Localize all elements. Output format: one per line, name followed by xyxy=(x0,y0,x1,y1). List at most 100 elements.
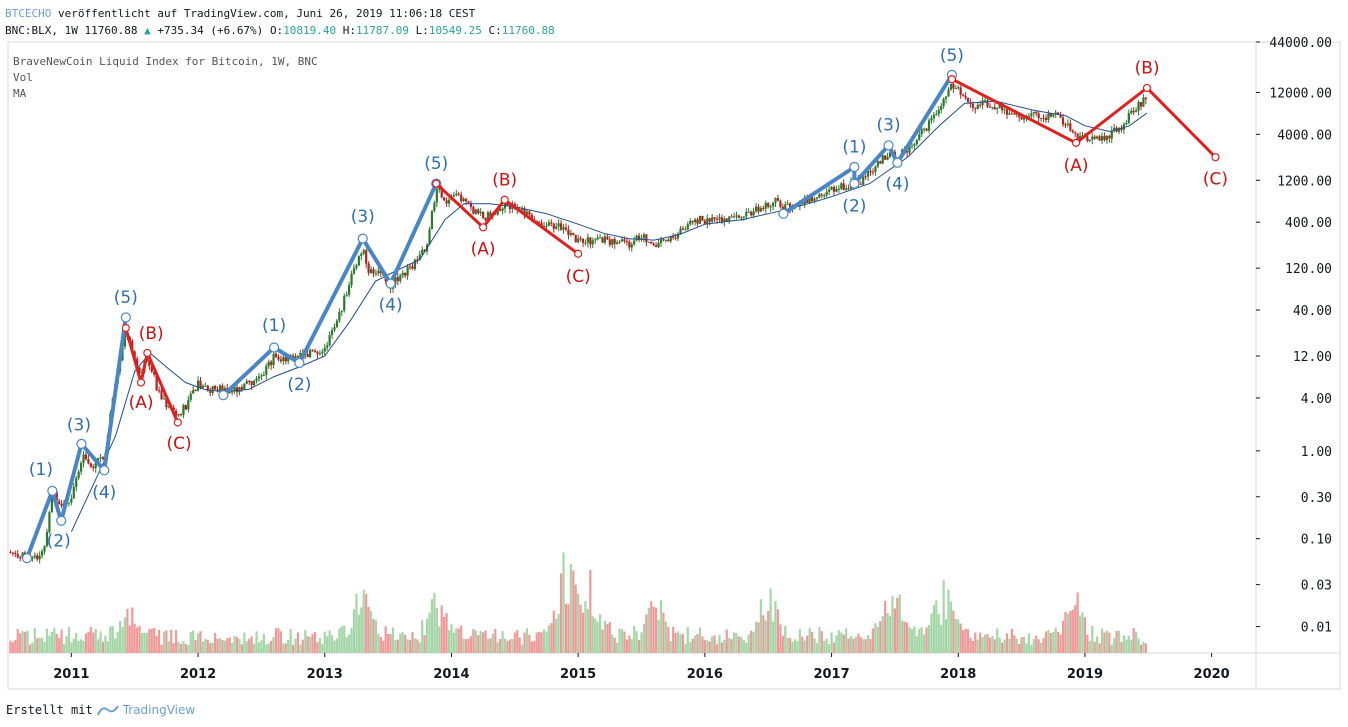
candle-body xyxy=(996,108,999,110)
volume-bar xyxy=(279,631,282,653)
volume-bar xyxy=(428,612,431,653)
volume-bar xyxy=(1142,641,1145,653)
volume-bar xyxy=(862,639,865,653)
candle-body xyxy=(930,118,933,121)
candle-body xyxy=(394,277,397,285)
volume-bar xyxy=(1132,627,1135,653)
published-text: veröffentlicht auf TradingView.com, Juni… xyxy=(57,7,476,20)
volume-bar xyxy=(211,642,214,653)
wave-label: (3) xyxy=(351,207,375,227)
volume-bar xyxy=(847,638,850,653)
volume-bar xyxy=(387,634,390,653)
volume-bar xyxy=(309,636,312,653)
volume-bar xyxy=(55,633,58,653)
candle-body xyxy=(379,270,382,274)
candle-body xyxy=(77,471,80,479)
candle-body xyxy=(508,205,512,209)
volume-bar xyxy=(265,644,268,653)
volume-bar xyxy=(888,616,892,653)
candle-body xyxy=(886,156,889,160)
volume-bar xyxy=(947,589,950,653)
volume-bar xyxy=(157,629,161,653)
plot-border xyxy=(7,41,1257,654)
low-value: 10549.25 xyxy=(428,24,482,37)
price-chart[interactable]: (1)(2)(3)(4)(5)(A)(B)(C)(1)(2)(3)(4)(5)(… xyxy=(0,0,1348,700)
candle-body xyxy=(925,128,928,131)
volume-bar xyxy=(993,639,996,653)
candle-body xyxy=(1049,113,1052,117)
volume-bar xyxy=(650,601,653,653)
volume-bar xyxy=(1096,636,1099,653)
candle-body xyxy=(260,375,263,377)
volume-bar xyxy=(1093,641,1096,653)
candle-body xyxy=(357,256,360,266)
volume-bar xyxy=(1122,635,1126,653)
candle-body xyxy=(637,235,641,240)
volume-bar xyxy=(944,619,948,653)
volume-bar xyxy=(418,642,421,653)
volume-bar xyxy=(584,601,587,653)
volume-bars xyxy=(9,552,1147,653)
volume-bar xyxy=(482,632,485,653)
volume-bar xyxy=(557,613,560,653)
candle-body xyxy=(944,96,948,99)
volume-bar xyxy=(138,625,141,653)
candle-body xyxy=(757,206,760,212)
candle-body xyxy=(1064,124,1067,126)
publisher-name[interactable]: BTCECHO xyxy=(5,7,52,20)
candle-body xyxy=(730,216,733,218)
candle-body xyxy=(1127,112,1130,123)
candle-body xyxy=(440,188,443,198)
candle-body xyxy=(1039,117,1043,119)
wave-point xyxy=(883,140,894,151)
candle-body xyxy=(655,245,658,248)
candle-body xyxy=(1100,135,1104,141)
candle-body xyxy=(825,191,828,196)
volume-bar xyxy=(204,638,207,653)
candle-body xyxy=(467,201,470,203)
candle-body xyxy=(75,478,78,487)
volume-bar xyxy=(1052,631,1055,653)
volume-bar xyxy=(806,635,809,653)
candle-body xyxy=(406,266,409,276)
candle-body xyxy=(657,243,660,248)
candle-body xyxy=(365,250,368,264)
candle-body xyxy=(635,235,638,241)
candle-body xyxy=(528,211,531,215)
candle-body xyxy=(238,387,241,393)
candle-body xyxy=(79,463,83,472)
candle-body xyxy=(89,463,92,467)
volume-bar xyxy=(1115,630,1118,653)
time-tick-label: 2019 xyxy=(1067,667,1103,682)
wave-label: (4) xyxy=(92,483,116,503)
wave-point xyxy=(76,438,87,449)
candle-body xyxy=(350,273,353,286)
candle-body xyxy=(209,390,212,393)
candle-body xyxy=(840,183,843,189)
volume-bar xyxy=(1074,605,1077,653)
candle-body xyxy=(664,239,667,241)
time-tick-label: 2015 xyxy=(560,667,596,682)
candle-body xyxy=(55,491,58,502)
volume-bar xyxy=(277,628,280,653)
ma-legend[interactable]: MA xyxy=(13,87,27,100)
volume-bar xyxy=(201,641,205,653)
wave-label: (1) xyxy=(29,460,53,480)
volume-bar xyxy=(559,573,563,653)
candle-body xyxy=(162,398,166,400)
candle-body xyxy=(177,414,180,416)
candle-body xyxy=(155,374,158,391)
volume-legend[interactable]: Vol xyxy=(13,71,33,84)
candle-body xyxy=(676,233,680,239)
candle-body xyxy=(1052,114,1055,117)
tradingview-brand[interactable]: TradingView xyxy=(122,703,196,717)
volume-bar xyxy=(808,627,811,653)
series-legend[interactable]: BraveNewCoin Liquid Index for Bitcoin, 1… xyxy=(13,55,318,68)
volume-bar xyxy=(187,644,190,653)
candle-body xyxy=(343,295,346,311)
volume-bar xyxy=(910,628,914,653)
candle-body xyxy=(1027,116,1031,118)
volume-bar xyxy=(160,644,163,653)
candle-body xyxy=(750,211,753,216)
candle-body xyxy=(986,100,989,107)
